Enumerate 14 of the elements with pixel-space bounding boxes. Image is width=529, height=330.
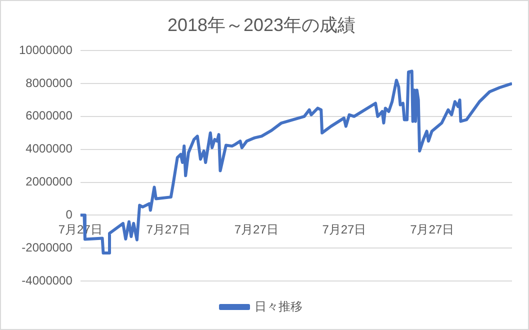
y-tick-label: 6000000 bbox=[26, 108, 73, 123]
x-tick-label: 7月27日 bbox=[322, 222, 366, 237]
y-tick-label: 4000000 bbox=[26, 142, 73, 156]
x-tick-label: 7月27日 bbox=[146, 222, 190, 237]
chart-title: 2018年～2023年の成績 bbox=[167, 14, 356, 35]
legend-label: 日々推移 bbox=[254, 299, 302, 314]
y-tick-label: -2000000 bbox=[22, 240, 73, 254]
x-tick-label: 7月27日 bbox=[234, 222, 278, 237]
x-tick-label: 7月27日 bbox=[410, 222, 454, 237]
y-tick-label: 2000000 bbox=[26, 174, 73, 189]
y-tick-label: -4000000 bbox=[22, 273, 73, 288]
y-tick-label: 0 bbox=[66, 207, 73, 222]
y-tick-label: 10000000 bbox=[19, 42, 73, 57]
y-tick-label: 8000000 bbox=[26, 76, 73, 90]
